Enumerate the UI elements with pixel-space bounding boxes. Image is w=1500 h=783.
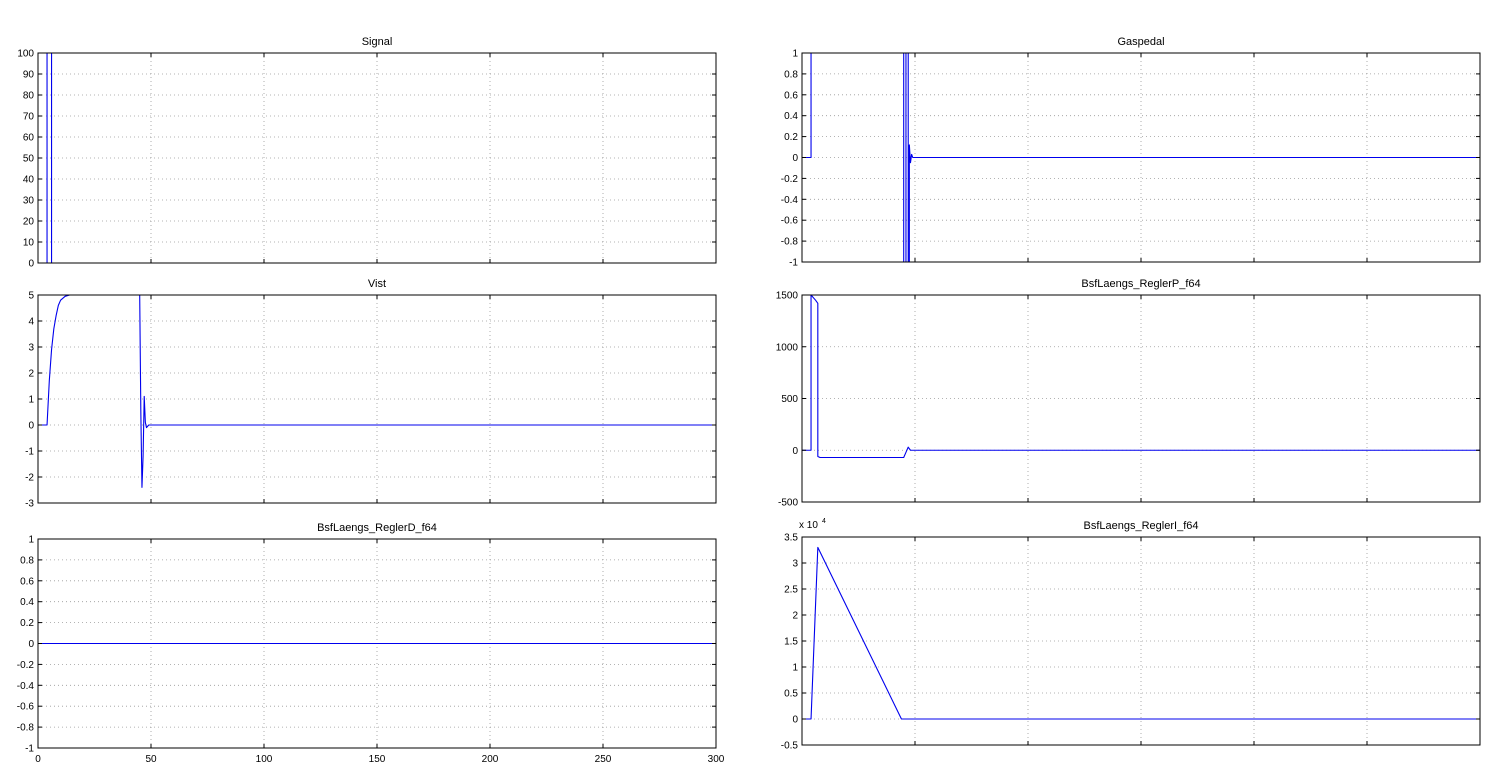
x-tick-label: 0 — [35, 754, 41, 765]
y-tick-label: 100 — [17, 49, 34, 60]
series-line-1 — [802, 546, 1480, 720]
y-tick-label: 0.5 — [784, 689, 798, 700]
y-tick-label: 1.5 — [784, 637, 798, 648]
y-tick-label: -0.6 — [781, 216, 799, 227]
y-tick-label: 5 — [28, 291, 34, 302]
y-tick-label: 0 — [28, 421, 34, 432]
y-tick-label: 0 — [792, 446, 798, 457]
y-tick-label: 0.6 — [20, 576, 34, 587]
y-tick-label: 0.8 — [20, 555, 34, 566]
exponent-power: 4 — [822, 518, 826, 525]
y-tick-label: -0.4 — [781, 195, 799, 206]
y-tick-label: 30 — [23, 196, 35, 207]
chart-title: BsfLaengs_ReglerI_f64 — [1084, 520, 1199, 532]
y-tick-label: 0.6 — [784, 90, 798, 101]
y-tick-label: 2 — [792, 611, 798, 622]
y-tick-label: -3 — [25, 499, 34, 510]
y-tick-label: -1 — [25, 447, 34, 458]
y-tick-label: 0 — [792, 715, 798, 726]
y-tick-label: 2.5 — [784, 585, 798, 596]
x-tick-label: 100 — [256, 754, 273, 765]
y-tick-label: -0.5 — [781, 741, 799, 752]
x-tick-label: 250 — [595, 754, 612, 765]
y-tick-label: 0.4 — [784, 111, 798, 122]
x-tick-label: 200 — [482, 754, 499, 765]
y-tick-label: 20 — [23, 217, 35, 228]
y-tick-label: 0.8 — [784, 69, 798, 80]
x-tick-label: 150 — [369, 754, 386, 765]
y-tick-label: 1 — [28, 535, 34, 546]
subplot-6: -0.5 0 0.5 1 1.5 2 2.5 3 3.5 BsfLaengs_ReglerI_f6… — [781, 518, 1481, 752]
y-tick-label: 1 — [792, 49, 798, 60]
subplot-2: -1 -0.8 -0.6 -0.4 -0.2 0 0.2 0.4 0.6 0.8 1 Gaspedal — [781, 36, 1481, 269]
series-line-1 — [802, 52, 1480, 263]
y-tick-label: 80 — [23, 91, 35, 102]
y-tick-label: 0 — [28, 639, 34, 650]
y-tick-label: -0.6 — [17, 702, 35, 713]
y-tick-label: 0 — [792, 153, 798, 164]
y-tick-label: 90 — [23, 70, 35, 81]
y-tick-label: 0.2 — [20, 618, 34, 629]
subplot-1: 0 10 20 30 40 50 60 70 80 90 100 Signal — [17, 36, 717, 270]
subplot-3: -3 -2 -1 0 1 2 3 4 5 Vist — [25, 278, 717, 510]
chart-title: Signal — [362, 36, 393, 48]
y-tick-label: 50 — [23, 154, 35, 165]
y-tick-label: 2 — [28, 369, 34, 380]
y-tick-label: -1 — [789, 258, 798, 269]
y-tick-label: 1500 — [776, 291, 799, 302]
chart-title: BsfLaengs_ReglerD_f64 — [317, 522, 437, 534]
y-tick-label: 0.4 — [20, 597, 34, 608]
chart-title: BsfLaengs_ReglerP_f64 — [1081, 278, 1200, 290]
y-tick-label: 1 — [792, 663, 798, 674]
chart-title: Vist — [368, 278, 386, 290]
exponent-label: x 10 — [799, 520, 818, 531]
y-tick-label: 500 — [781, 394, 798, 405]
y-tick-label: 0.2 — [784, 132, 798, 143]
x-tick-label: 50 — [145, 754, 157, 765]
y-tick-label: -0.4 — [17, 681, 35, 692]
y-tick-label: 3 — [28, 343, 34, 354]
y-tick-label: -0.8 — [781, 237, 799, 248]
y-tick-label: 0 — [28, 259, 34, 270]
y-tick-label: 10 — [23, 238, 35, 249]
y-tick-label: 4 — [28, 317, 34, 328]
y-tick-label: -0.2 — [781, 174, 799, 185]
y-tick-label: 1000 — [776, 342, 799, 353]
y-tick-label: -1 — [25, 744, 34, 755]
y-tick-label: -500 — [778, 498, 798, 509]
y-tick-label: 3.5 — [784, 533, 798, 544]
y-tick-label: -0.8 — [17, 723, 35, 734]
y-tick-label: 3 — [792, 559, 798, 570]
y-tick-label: 1 — [28, 395, 34, 406]
chart-title: Gaspedal — [1117, 36, 1164, 48]
y-tick-label: 40 — [23, 175, 35, 186]
subplot-5: 0 50 100 150 200 250 300 -1 -0.8 -0.6 -0.4 -0.2 0 0.2… — [17, 522, 725, 765]
y-tick-label: 60 — [23, 133, 35, 144]
y-tick-label: -0.2 — [17, 660, 35, 671]
y-tick-label: 70 — [23, 112, 35, 123]
x-tick-label: 300 — [708, 754, 725, 765]
y-tick-label: -2 — [25, 473, 34, 484]
subplot-4: -500 0 500 1000 1500 BsfLaengs_ReglerP_f64 — [776, 278, 1481, 509]
